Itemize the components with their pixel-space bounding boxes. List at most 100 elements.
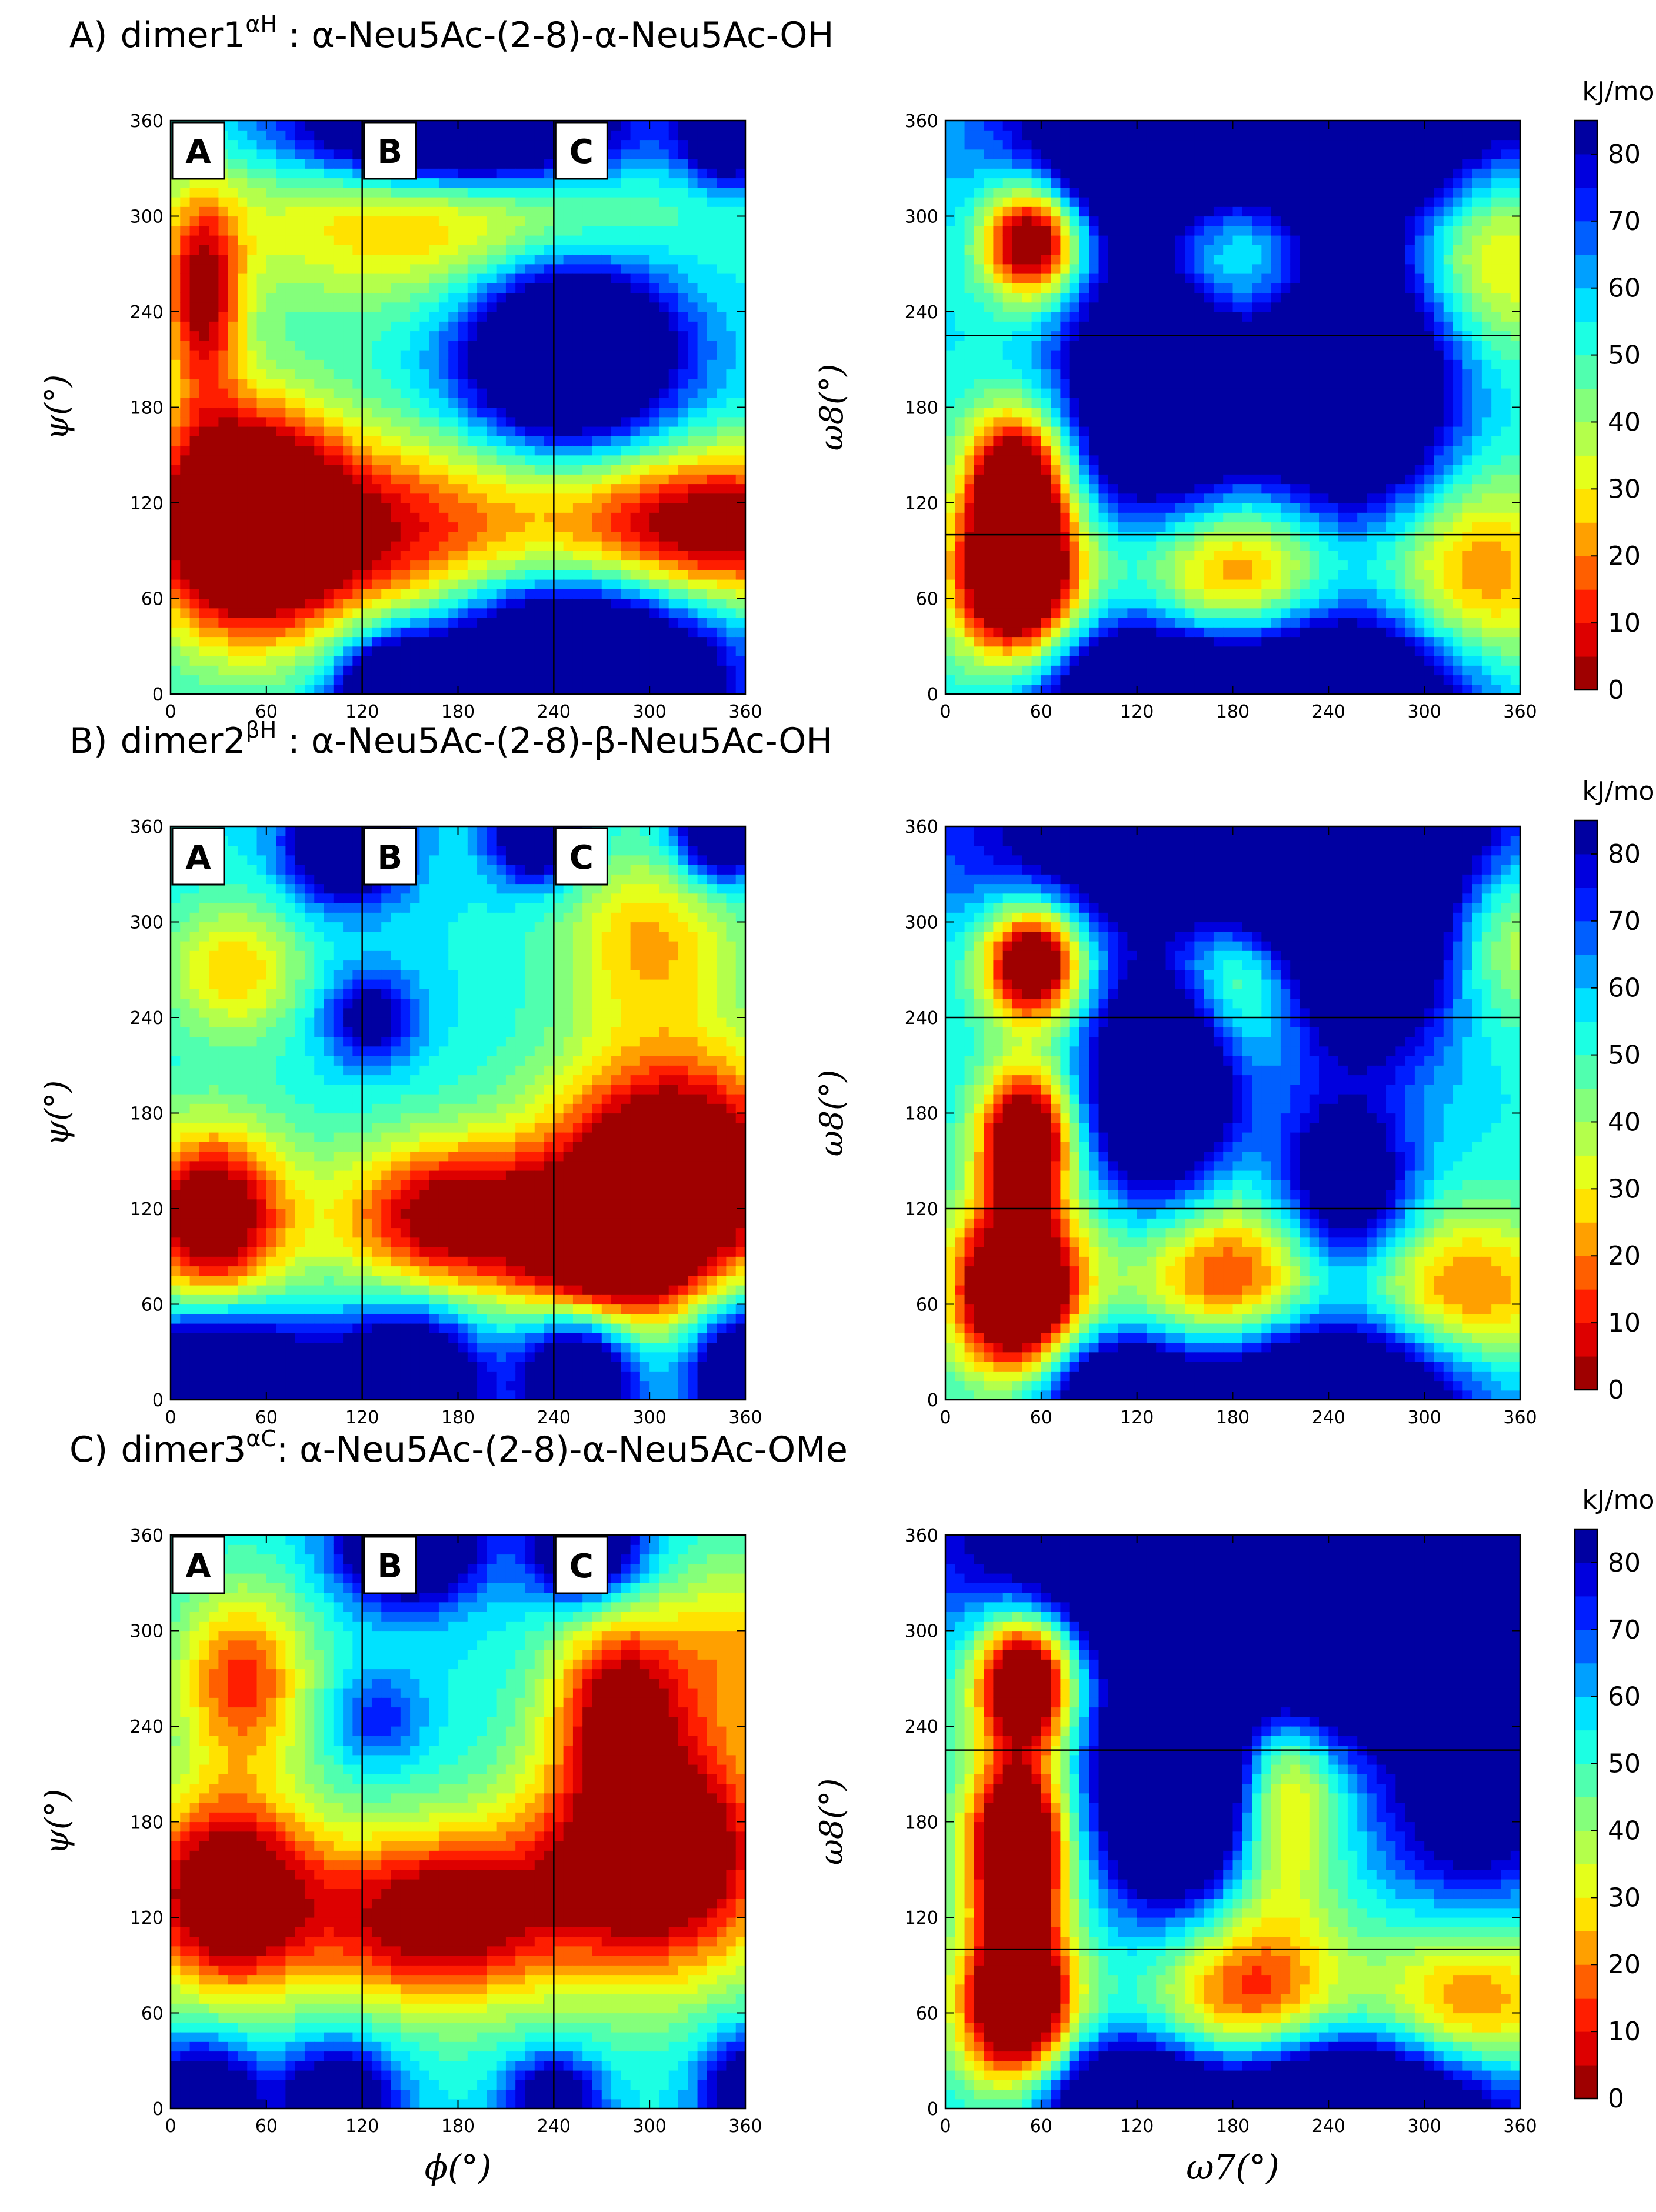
heatmap-cell [544, 206, 554, 217]
heatmap-cell [544, 636, 554, 647]
heatmap-cell [171, 321, 181, 332]
heatmap-cell [1012, 416, 1022, 427]
heatmap-cell [487, 493, 497, 503]
heatmap-cell [1051, 665, 1061, 676]
heatmap-cell [1022, 483, 1032, 494]
heatmap-cell [534, 627, 545, 638]
heatmap-cell [735, 283, 746, 293]
heatmap-cell [945, 608, 955, 618]
heatmap-cell [1051, 445, 1061, 456]
heatmap-cell [678, 465, 688, 475]
heatmap-cell [515, 560, 526, 570]
heatmap-cell [582, 369, 593, 379]
heatmap-cell [487, 445, 497, 456]
heatmap-cell [228, 579, 238, 589]
heatmap-cell [515, 283, 526, 293]
heatmap-cell [1127, 465, 1138, 475]
heatmap-cell [487, 483, 497, 494]
heatmap-cell [209, 283, 219, 293]
heatmap-cell [362, 378, 372, 389]
heatmap-cell [266, 560, 276, 570]
heatmap-cell [639, 569, 650, 580]
heatmap-cell [554, 388, 564, 398]
heatmap-cell [247, 522, 258, 532]
heatmap-cell [381, 331, 392, 341]
heatmap-cell [371, 541, 382, 551]
heatmap-cell [324, 541, 334, 551]
heatmap-cell [276, 656, 286, 666]
heatmap-cell [525, 560, 535, 570]
heatmap-cell [717, 627, 727, 638]
heatmap-cell [333, 197, 344, 207]
heatmap-cell [266, 522, 276, 532]
heatmap-cell [285, 598, 296, 609]
heatmap-cell [1098, 560, 1109, 570]
heatmap-cell [276, 465, 286, 475]
heatmap-cell [563, 531, 574, 542]
heatmap-cell [477, 369, 487, 379]
heatmap-cell [1137, 121, 1147, 131]
heatmap-cell [266, 206, 276, 217]
heatmap-cell [1146, 302, 1157, 312]
heatmap-cell [717, 331, 727, 341]
heatmap-cell [429, 149, 439, 159]
heatmap-cell [592, 512, 602, 523]
heatmap-cell [659, 340, 669, 351]
heatmap-cell [1031, 149, 1042, 159]
heatmap-cell [1118, 627, 1128, 638]
heatmap-cell [352, 245, 363, 255]
heatmap-cell [352, 445, 363, 456]
heatmap-cell [285, 522, 296, 532]
heatmap-cell [1118, 589, 1128, 599]
heatmap-cell [371, 273, 382, 283]
heatmap-cell [611, 560, 621, 570]
heatmap-cell [1146, 139, 1157, 150]
heatmap-cell [668, 178, 679, 188]
heatmap-cell [563, 436, 574, 446]
heatmap-cell [1098, 159, 1109, 169]
heatmap-cell [381, 503, 392, 513]
heatmap-cell [276, 130, 286, 141]
heatmap-cell [572, 302, 583, 312]
heatmap-cell [1031, 130, 1042, 141]
heatmap-cell [448, 665, 459, 676]
heatmap-cell [324, 684, 334, 695]
heatmap-cell [1060, 187, 1071, 198]
heatmap-cell [964, 474, 975, 485]
heatmap-cell [285, 407, 296, 418]
heatmap-cell [343, 551, 353, 561]
heatmap-cell [285, 263, 296, 274]
heatmap-cell [352, 656, 363, 666]
heatmap-cell [343, 560, 353, 570]
heatmap-cell [237, 407, 248, 418]
heatmap-cell [534, 378, 545, 389]
heatmap-cell [726, 216, 737, 226]
heatmap-cell [1069, 312, 1080, 322]
heatmap-cell [707, 388, 717, 398]
heatmap-cell [276, 121, 286, 131]
heatmap-cell [1079, 216, 1089, 226]
heatmap-cell [304, 618, 315, 628]
heatmap-cell [1022, 560, 1032, 570]
heatmap-cell [285, 455, 296, 465]
heatmap-cell [707, 235, 717, 245]
heatmap-cell [505, 541, 516, 551]
heatmap-cell [1031, 178, 1042, 188]
heatmap-cell [554, 551, 564, 561]
heatmap-cell [1108, 531, 1118, 542]
heatmap-cell [678, 225, 688, 236]
heatmap-cell [1079, 474, 1089, 485]
heatmap-cell [1098, 551, 1109, 561]
heatmap-cell [171, 598, 181, 609]
heatmap-cell [276, 216, 286, 226]
heatmap-cell [1137, 302, 1147, 312]
heatmap-cell [993, 197, 1004, 207]
heatmap-cell [237, 579, 248, 589]
heatmap-cell [228, 321, 238, 332]
heatmap-cell [974, 445, 984, 456]
heatmap-cell [247, 416, 258, 427]
heatmap-cell [218, 646, 229, 656]
heatmap-cell [678, 206, 688, 217]
heatmap-cell [496, 608, 507, 618]
heatmap-cell [410, 426, 420, 436]
